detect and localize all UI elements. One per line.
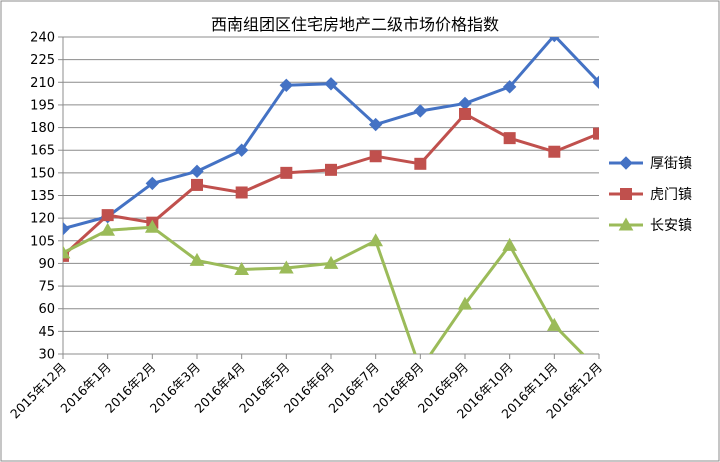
data-point (189, 252, 205, 266)
y-tick-label: 240 (30, 31, 55, 46)
data-point (325, 163, 337, 176)
y-tick-label: 225 (30, 53, 55, 68)
legend-item-3: 长安镇 (609, 217, 692, 234)
data-point (369, 150, 382, 163)
legend-marker (620, 188, 632, 200)
data-point (278, 260, 294, 274)
chart-title: 西南组团区住宅房地产二级市场价格指数 (211, 15, 499, 34)
y-axis-ticks: 30 45 60 75 90 105 120 135 150 165 180 195 210 225 240 (30, 31, 63, 363)
data-point (101, 209, 114, 222)
legend-label: 长安镇 (650, 218, 692, 234)
series-3 (63, 219, 585, 354)
legend-label: 厚街镇 (650, 156, 692, 172)
legend-item-1: 厚街镇 (609, 156, 692, 172)
data-point (100, 222, 116, 236)
y-tick-label: 150 (30, 166, 55, 181)
y-tick-label: 165 (30, 144, 55, 159)
data-point (502, 237, 518, 251)
data-point (592, 75, 599, 89)
data-point (549, 37, 560, 43)
data-point (457, 296, 473, 310)
y-tick-label: 195 (30, 98, 55, 113)
data-point (63, 222, 70, 236)
data-point (63, 245, 71, 259)
data-point (279, 78, 294, 93)
y-tick-label: 75 (38, 280, 55, 295)
y-tick-label: 60 (38, 302, 55, 317)
data-point (324, 77, 338, 91)
data-point (144, 219, 160, 233)
legend-label: 虎门镇 (650, 187, 692, 203)
data-point (280, 166, 293, 179)
data-point (502, 80, 517, 94)
data-point (190, 164, 204, 179)
data-point (413, 104, 428, 118)
data-point (323, 255, 339, 269)
legend-marker (618, 217, 634, 231)
data-point (548, 145, 561, 158)
data-point (503, 132, 516, 145)
legend-marker (619, 156, 633, 170)
data-point (414, 157, 427, 170)
y-tick-label: 90 (38, 257, 55, 272)
data-point (459, 107, 471, 120)
y-tick-label: 105 (30, 234, 55, 249)
data-point (368, 117, 383, 132)
y-tick-label: 135 (30, 189, 55, 204)
y-tick-label: 30 (38, 348, 55, 363)
y-tick-label: 180 (30, 121, 55, 136)
series-1 (63, 37, 599, 236)
data-point (145, 176, 160, 191)
legend-item-2: 虎门镇 (609, 187, 692, 203)
y-tick-label: 45 (38, 325, 55, 340)
data-point (191, 178, 203, 191)
data-point (368, 233, 384, 247)
data-point (546, 317, 562, 331)
y-tick-label: 120 (30, 212, 55, 227)
series-group (63, 37, 599, 354)
data-point (234, 143, 249, 157)
y-tick-label: 210 (30, 76, 55, 91)
data-point (234, 261, 250, 275)
data-point (593, 127, 599, 140)
data-point (235, 186, 248, 199)
